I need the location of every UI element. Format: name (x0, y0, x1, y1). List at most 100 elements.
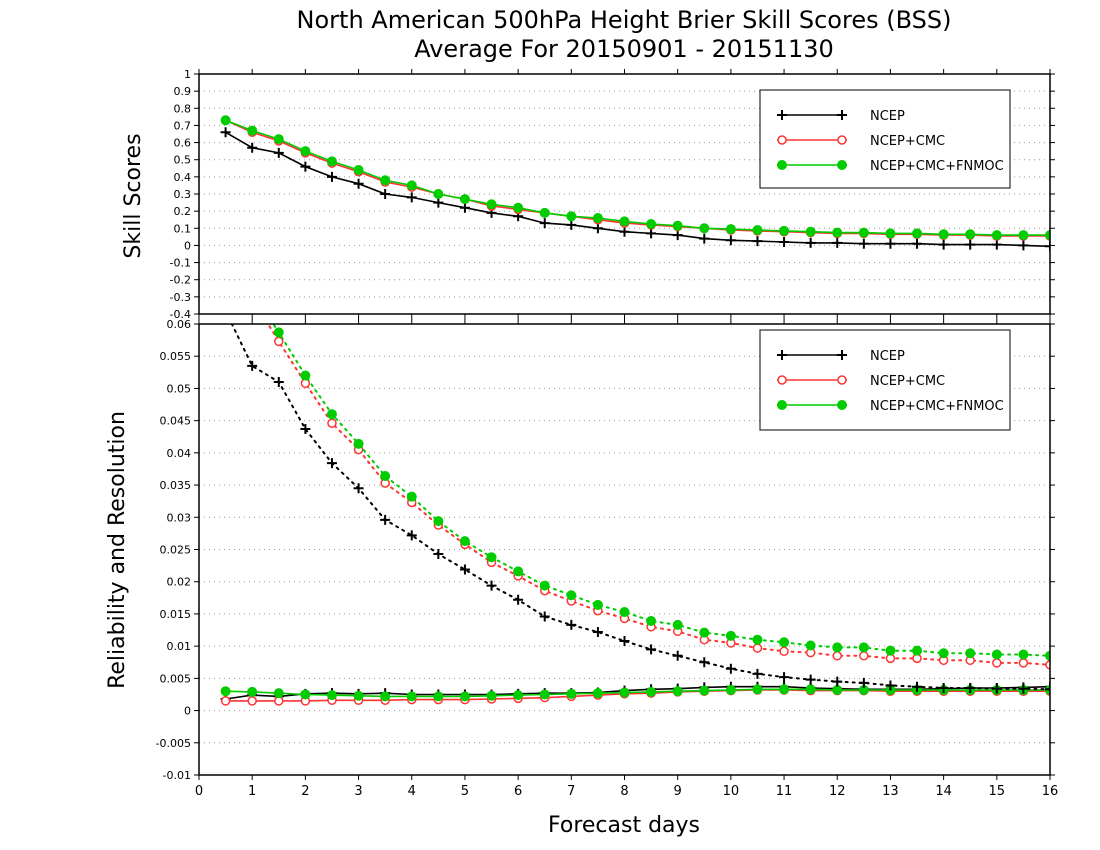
bss-ncep-point (273, 147, 284, 158)
reliability-ncep-cmc-fnmoc-point (353, 690, 364, 701)
legend-open-circle-marker (837, 135, 847, 145)
resolution-ncep-point (752, 668, 763, 679)
y-tick-label: 0.7 (174, 119, 192, 132)
bss-ncep-point (592, 223, 603, 234)
resolution-ncep-cmc-fnmoc-point (353, 438, 364, 449)
bss-ncep-cmc-fnmoc-point (326, 156, 337, 167)
chart-title-line1: North American 500hPa Height Brier Skill… (297, 6, 952, 34)
resolution-ncep-point (912, 681, 923, 692)
reliability-ncep-cmc-fnmoc-point (592, 688, 603, 699)
y-tick-label: 1 (184, 68, 191, 81)
bss-ncep-point (566, 219, 577, 230)
resolution-ncep-cmc-fnmoc-point (326, 409, 337, 420)
legend-label-ncep-cmc-fnmoc: NCEP+CMC+FNMOC (870, 159, 1004, 174)
resolution-ncep-cmc-fnmoc-point (539, 580, 550, 591)
x-axis-label: Forecast days (548, 813, 700, 838)
resolution-ncep-cmc-fnmoc-point (699, 627, 710, 638)
resolution-ncep-point (858, 677, 869, 688)
bss-ncep-point (353, 178, 364, 189)
bss-ncep-cmc-fnmoc-point (885, 228, 896, 239)
legend: NCEP NCEP+CMC NCEP+CMC+FNMOC (759, 89, 1011, 189)
legend-label-ncep-cmc: NCEP+CMC (870, 134, 945, 149)
bss-ncep-point (1018, 240, 1029, 251)
resolution-ncep-point (699, 657, 710, 668)
x-tick-label: 15 (989, 784, 1006, 799)
resolution-ncep-point (459, 564, 470, 575)
bss-ncep-cmc-fnmoc-point (805, 226, 816, 237)
reliability-ncep-cmc-fnmoc-point (220, 686, 231, 697)
y-tick-label: -0.1 (170, 257, 191, 270)
y-tick-label: -0.01 (163, 769, 191, 782)
bss-ncep-cmc-fnmoc-point (247, 125, 258, 136)
bss-ncep-point (619, 226, 630, 237)
resolution-ncep-point (513, 594, 524, 605)
resolution-ncep-point (991, 683, 1002, 694)
resolution-ncep-cmc-point (859, 651, 869, 661)
legend-open-circle-marker (777, 375, 787, 385)
bss-ncep-cmc-fnmoc-point (459, 194, 470, 205)
y-tick-label: 0.025 (160, 544, 192, 557)
resolution-ncep-cmc-point (992, 658, 1002, 668)
reliability-ncep-cmc-fnmoc-point (725, 684, 736, 695)
bss-ncep-point (406, 192, 417, 203)
x-tick-label: 4 (408, 784, 416, 799)
bss-ncep-cmc-fnmoc-point (912, 228, 923, 239)
bss-ncep-cmc-fnmoc-point (1045, 230, 1050, 241)
chart-title-line2: Average For 20150901 - 20151130 (414, 35, 834, 63)
bss-ncep-point (433, 197, 444, 208)
reliability-ncep-cmc-fnmoc-point (539, 689, 550, 700)
resolution-ncep-cmc-fnmoc-point (619, 606, 630, 617)
resolution-ncep-cmc-point (248, 294, 256, 302)
plot-area (220, 115, 1050, 252)
resolution-ncep-cmc-fnmoc-point (938, 648, 949, 659)
bss-ncep-cmc-fnmoc-point (592, 213, 603, 223)
bss-ncep-cmc-fnmoc-point (433, 189, 444, 199)
legend-plus-marker (837, 350, 847, 360)
bss-ncep-cmc-fnmoc-point (406, 180, 417, 191)
resolution-ncep-cmc-fnmoc-point (592, 599, 603, 610)
legend-label-ncep: NCEP (870, 349, 905, 364)
resolution-ncep-point (433, 549, 444, 560)
bss-ncep-cmc-fnmoc-point (273, 134, 284, 145)
resolution-ncep-cmc-fnmoc-point (248, 287, 257, 296)
resolution-ncep-cmc-fnmoc-point (885, 645, 896, 656)
resolution-ncep-cmc-point (274, 336, 284, 347)
legend-plus-marker (777, 350, 787, 360)
y-axis-label-reliability-resolution: Reliability and Resolution (105, 411, 130, 689)
x-tick-label: 7 (567, 784, 575, 799)
bss-ncep-cmc-fnmoc-point (566, 211, 577, 222)
bss-ncep-cmc-fnmoc-point (991, 230, 1002, 241)
legend-open-circle-marker (837, 375, 847, 385)
bss-ncep-cmc-fnmoc-point (646, 219, 657, 229)
x-tick-label: 3 (354, 784, 362, 799)
bss-ncep-cmc-fnmoc-point (619, 216, 630, 227)
resolution-ncep-point (646, 644, 657, 655)
bss-ncep-point (247, 142, 258, 153)
x-tick-label: 12 (829, 784, 846, 799)
reliability-ncep-cmc-fnmoc-point (406, 691, 417, 702)
legend-filled-circle-marker (837, 160, 847, 170)
y-tick-label: 0.045 (160, 415, 192, 428)
legend: NCEP NCEP+CMC NCEP+CMC+FNMOC (759, 329, 1011, 431)
reliability-ncep-cmc-fnmoc-point (832, 684, 843, 695)
x-tick-label: 8 (620, 784, 628, 799)
bss-ncep-cmc-fnmoc-point (938, 229, 949, 240)
y-tick-label: 0 (184, 239, 191, 252)
bss-ncep-point (326, 171, 337, 182)
y-tick-label: 0.055 (160, 350, 192, 363)
y-tick-label: 0.04 (167, 447, 192, 460)
resolution-ncep-point (539, 611, 550, 622)
resolution-ncep-cmc-fnmoc-point (273, 327, 284, 338)
bss-ncep-point (779, 237, 790, 247)
resolution-ncep-cmc-point (779, 646, 789, 657)
y-tick-label: 0.4 (174, 171, 192, 184)
x-tick-label: 9 (674, 784, 682, 799)
legend-filled-circle-marker (777, 160, 787, 170)
resolution-ncep-point (619, 635, 630, 646)
bss-ncep-point (646, 228, 657, 239)
resolution-ncep-cmc-fnmoc-point (406, 491, 417, 502)
resolution-ncep-cmc-point (327, 418, 337, 428)
bss-ncep-cmc-fnmoc-point (858, 227, 869, 238)
bss-ncep-cmc-fnmoc-point (300, 146, 311, 157)
